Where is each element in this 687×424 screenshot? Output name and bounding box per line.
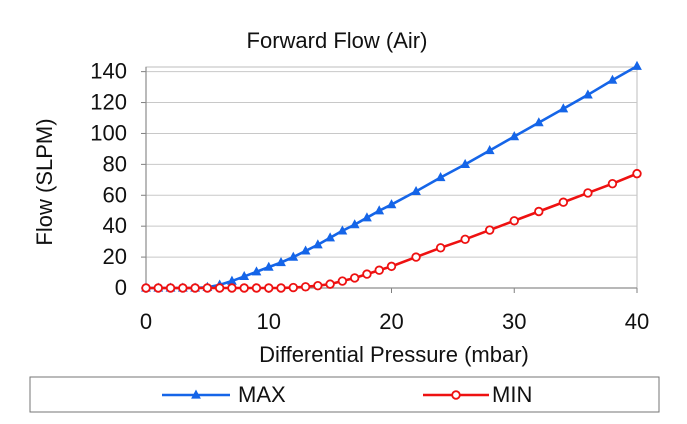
data-point-max (312, 239, 323, 249)
data-point-min (227, 283, 237, 293)
data-point-min (300, 282, 311, 292)
data-point-max (558, 103, 569, 113)
legend: MAX MIN (29, 376, 660, 413)
data-point-min (411, 252, 421, 262)
data-point-min (251, 283, 262, 293)
data-point-max (484, 145, 495, 155)
x-tick-label: 10 (257, 309, 281, 334)
x-tick-label: 40 (625, 309, 649, 334)
y-tick-label: 120 (90, 90, 127, 115)
data-point-min (607, 178, 618, 189)
y-tick-label: 140 (90, 59, 127, 84)
legend-box (29, 376, 660, 413)
data-point-min (288, 282, 298, 293)
y-tick-label: 20 (103, 244, 127, 269)
data-point-max (251, 266, 262, 276)
data-point-max (263, 261, 274, 271)
data-point-min (313, 280, 323, 291)
y-tick-label: 40 (103, 213, 127, 238)
data-point-min (632, 168, 642, 179)
data-point-max (583, 89, 593, 99)
data-point-max (288, 251, 299, 261)
data-point-min (214, 283, 225, 293)
legend-item-max: MAX (162, 382, 286, 407)
data-point-max (276, 257, 286, 267)
data-point-min (276, 283, 286, 293)
data-point-max (374, 205, 385, 215)
series-line-max (144, 64, 639, 290)
data-point-max (411, 185, 421, 196)
data-point-max (325, 232, 336, 242)
data-point-max (337, 225, 348, 235)
data-point-min (509, 216, 519, 226)
data-point-min (349, 273, 360, 283)
data-point-min (374, 265, 384, 275)
data-point-min (435, 243, 446, 253)
data-point-max (460, 158, 471, 169)
x-axis-label: Differential Pressure (mbar) (259, 342, 529, 367)
data-point-max (362, 212, 372, 222)
data-point-min (325, 279, 335, 289)
data-point-min (485, 225, 495, 235)
x-tick-label: 0 (140, 309, 152, 334)
y-tick-label: 60 (103, 182, 127, 207)
data-point-min (362, 269, 372, 279)
data-point-min (264, 283, 274, 293)
data-point-max (435, 172, 446, 182)
chart-title: Forward Flow (Air) (247, 28, 428, 53)
data-point-min (141, 283, 151, 293)
data-point-max (607, 74, 618, 84)
data-point-min (190, 283, 200, 293)
series-min (141, 168, 642, 293)
legend-label-min: MIN (492, 382, 532, 407)
y-tick-label: 80 (103, 151, 127, 176)
data-point-min (386, 261, 397, 272)
y-tick-label: 100 (90, 120, 127, 145)
legend-marker-min (451, 390, 461, 400)
data-point-min (558, 197, 569, 207)
data-point-max (509, 131, 520, 141)
data-point-min (337, 276, 348, 286)
y-tick-label: 0 (115, 275, 127, 300)
data-point-min (178, 283, 188, 293)
y-axis-label: Flow (SLPM) (32, 118, 57, 245)
data-point-max (632, 60, 642, 70)
data-point-min (202, 283, 213, 293)
data-point-min (153, 283, 163, 293)
legend-item-min: MIN (423, 382, 532, 407)
data-point-max (386, 199, 397, 209)
data-point-min (583, 188, 593, 198)
data-point-min (239, 283, 249, 293)
data-point-max (533, 117, 544, 127)
x-tick-label: 30 (502, 309, 526, 334)
data-point-max (300, 245, 311, 255)
data-point-min (534, 206, 544, 217)
legend-marker-max (191, 389, 201, 399)
plot-area: 0 20 40 60 80 100 120 140 0 10 20 30 40 (90, 59, 649, 334)
data-point-max (239, 270, 250, 281)
x-tick-label: 20 (379, 309, 403, 334)
plot-frame (145, 66, 638, 289)
data-point-max (349, 219, 360, 229)
data-point-min (460, 234, 470, 245)
legend-label-max: MAX (238, 382, 286, 407)
data-point-min (165, 283, 176, 293)
